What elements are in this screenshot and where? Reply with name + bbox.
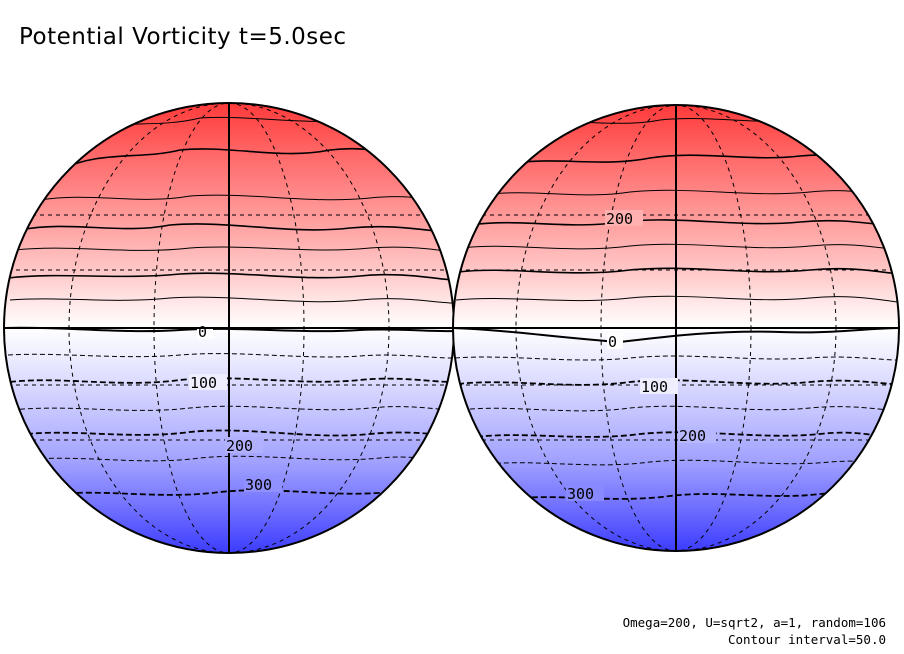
left-contours-negative-thin xyxy=(7,353,453,462)
right-contour-labels: 200 0 100 200 300 xyxy=(566,210,716,503)
parameters-text: Omega=200, U=sqrt2, a=1, random=106 xyxy=(622,615,886,630)
left-label-0: 0 xyxy=(198,323,207,341)
right-label-100: 100 xyxy=(641,378,668,396)
right-zero-contour xyxy=(453,327,899,344)
right-label-0: 0 xyxy=(608,333,617,351)
contour-interval-text: Contour interval=50.0 xyxy=(727,632,886,647)
plot-title: Potential Vorticity t=5.0sec xyxy=(19,24,347,50)
left-zero-contour xyxy=(4,326,454,333)
left-label-100: 100 xyxy=(190,374,217,392)
right-contours-negative-thin xyxy=(454,355,899,466)
right-label-200-north: 200 xyxy=(606,210,633,228)
left-label-200: 200 xyxy=(226,437,253,455)
right-label-300: 300 xyxy=(567,485,594,503)
right-label-200-south: 200 xyxy=(679,427,706,445)
left-label-300: 300 xyxy=(245,476,272,494)
